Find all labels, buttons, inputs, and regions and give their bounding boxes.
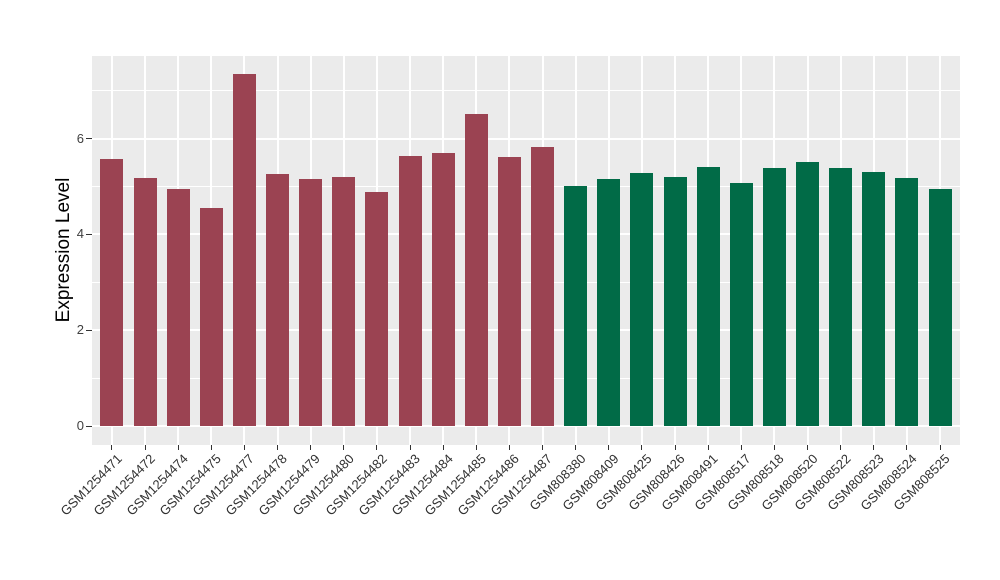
bar	[464, 114, 488, 427]
x-tick-mark	[177, 445, 179, 450]
x-tick-mark	[111, 445, 113, 450]
bar	[696, 166, 720, 427]
x-tick-mark	[674, 445, 676, 450]
x-tick-mark	[243, 445, 245, 450]
bar	[232, 74, 256, 427]
bar	[299, 178, 323, 427]
bar	[630, 172, 654, 427]
x-tick-mark	[707, 445, 709, 450]
y-axis-tick-label: 0	[76, 418, 84, 434]
bar	[398, 156, 422, 427]
x-tick-mark	[773, 445, 775, 450]
bar	[266, 173, 290, 427]
bar	[796, 162, 820, 427]
bar	[365, 191, 389, 427]
bar	[531, 147, 555, 427]
y-tick-mark	[86, 425, 92, 427]
bar	[100, 159, 124, 427]
y-tick-mark	[86, 233, 92, 235]
major-gridline	[92, 137, 960, 140]
y-tick-mark	[86, 329, 92, 331]
bar	[829, 168, 853, 427]
bar	[928, 189, 952, 427]
x-tick-mark	[310, 445, 312, 450]
x-tick-mark	[641, 445, 643, 450]
bar	[431, 153, 455, 427]
x-tick-mark	[542, 445, 544, 450]
bar	[663, 176, 687, 427]
x-tick-mark	[873, 445, 875, 450]
y-axis-tick-label: 4	[76, 226, 84, 242]
bar	[862, 172, 886, 427]
y-axis-tick-label: 6	[76, 130, 84, 146]
x-tick-mark	[210, 445, 212, 450]
x-tick-mark	[277, 445, 279, 450]
bar	[597, 179, 621, 427]
x-tick-mark	[807, 445, 809, 450]
bar	[895, 178, 919, 427]
minor-gridline	[92, 185, 960, 187]
bar	[199, 208, 223, 427]
x-tick-mark	[409, 445, 411, 450]
x-tick-mark	[475, 445, 477, 450]
major-gridline	[92, 233, 960, 236]
x-tick-mark	[442, 445, 444, 450]
bar	[762, 167, 786, 427]
minor-gridline	[92, 281, 960, 283]
bar	[133, 177, 157, 427]
x-tick-mark	[376, 445, 378, 450]
bar	[729, 183, 753, 427]
major-gridline	[92, 425, 960, 428]
x-tick-mark	[939, 445, 941, 450]
major-gridline	[92, 329, 960, 332]
bar	[166, 188, 190, 427]
x-tick-mark	[840, 445, 842, 450]
bar	[332, 176, 356, 427]
x-tick-mark	[906, 445, 908, 450]
x-tick-mark	[144, 445, 146, 450]
x-tick-mark	[508, 445, 510, 450]
x-tick-mark	[740, 445, 742, 450]
minor-gridline	[92, 90, 960, 92]
bar	[564, 185, 588, 427]
y-axis-tick-label: 2	[76, 322, 84, 338]
x-tick-mark	[343, 445, 345, 450]
x-tick-mark	[608, 445, 610, 450]
plot-panel	[92, 56, 960, 445]
bar	[497, 157, 521, 427]
y-tick-mark	[86, 138, 92, 139]
minor-gridline	[92, 377, 960, 379]
x-tick-mark	[575, 445, 577, 450]
